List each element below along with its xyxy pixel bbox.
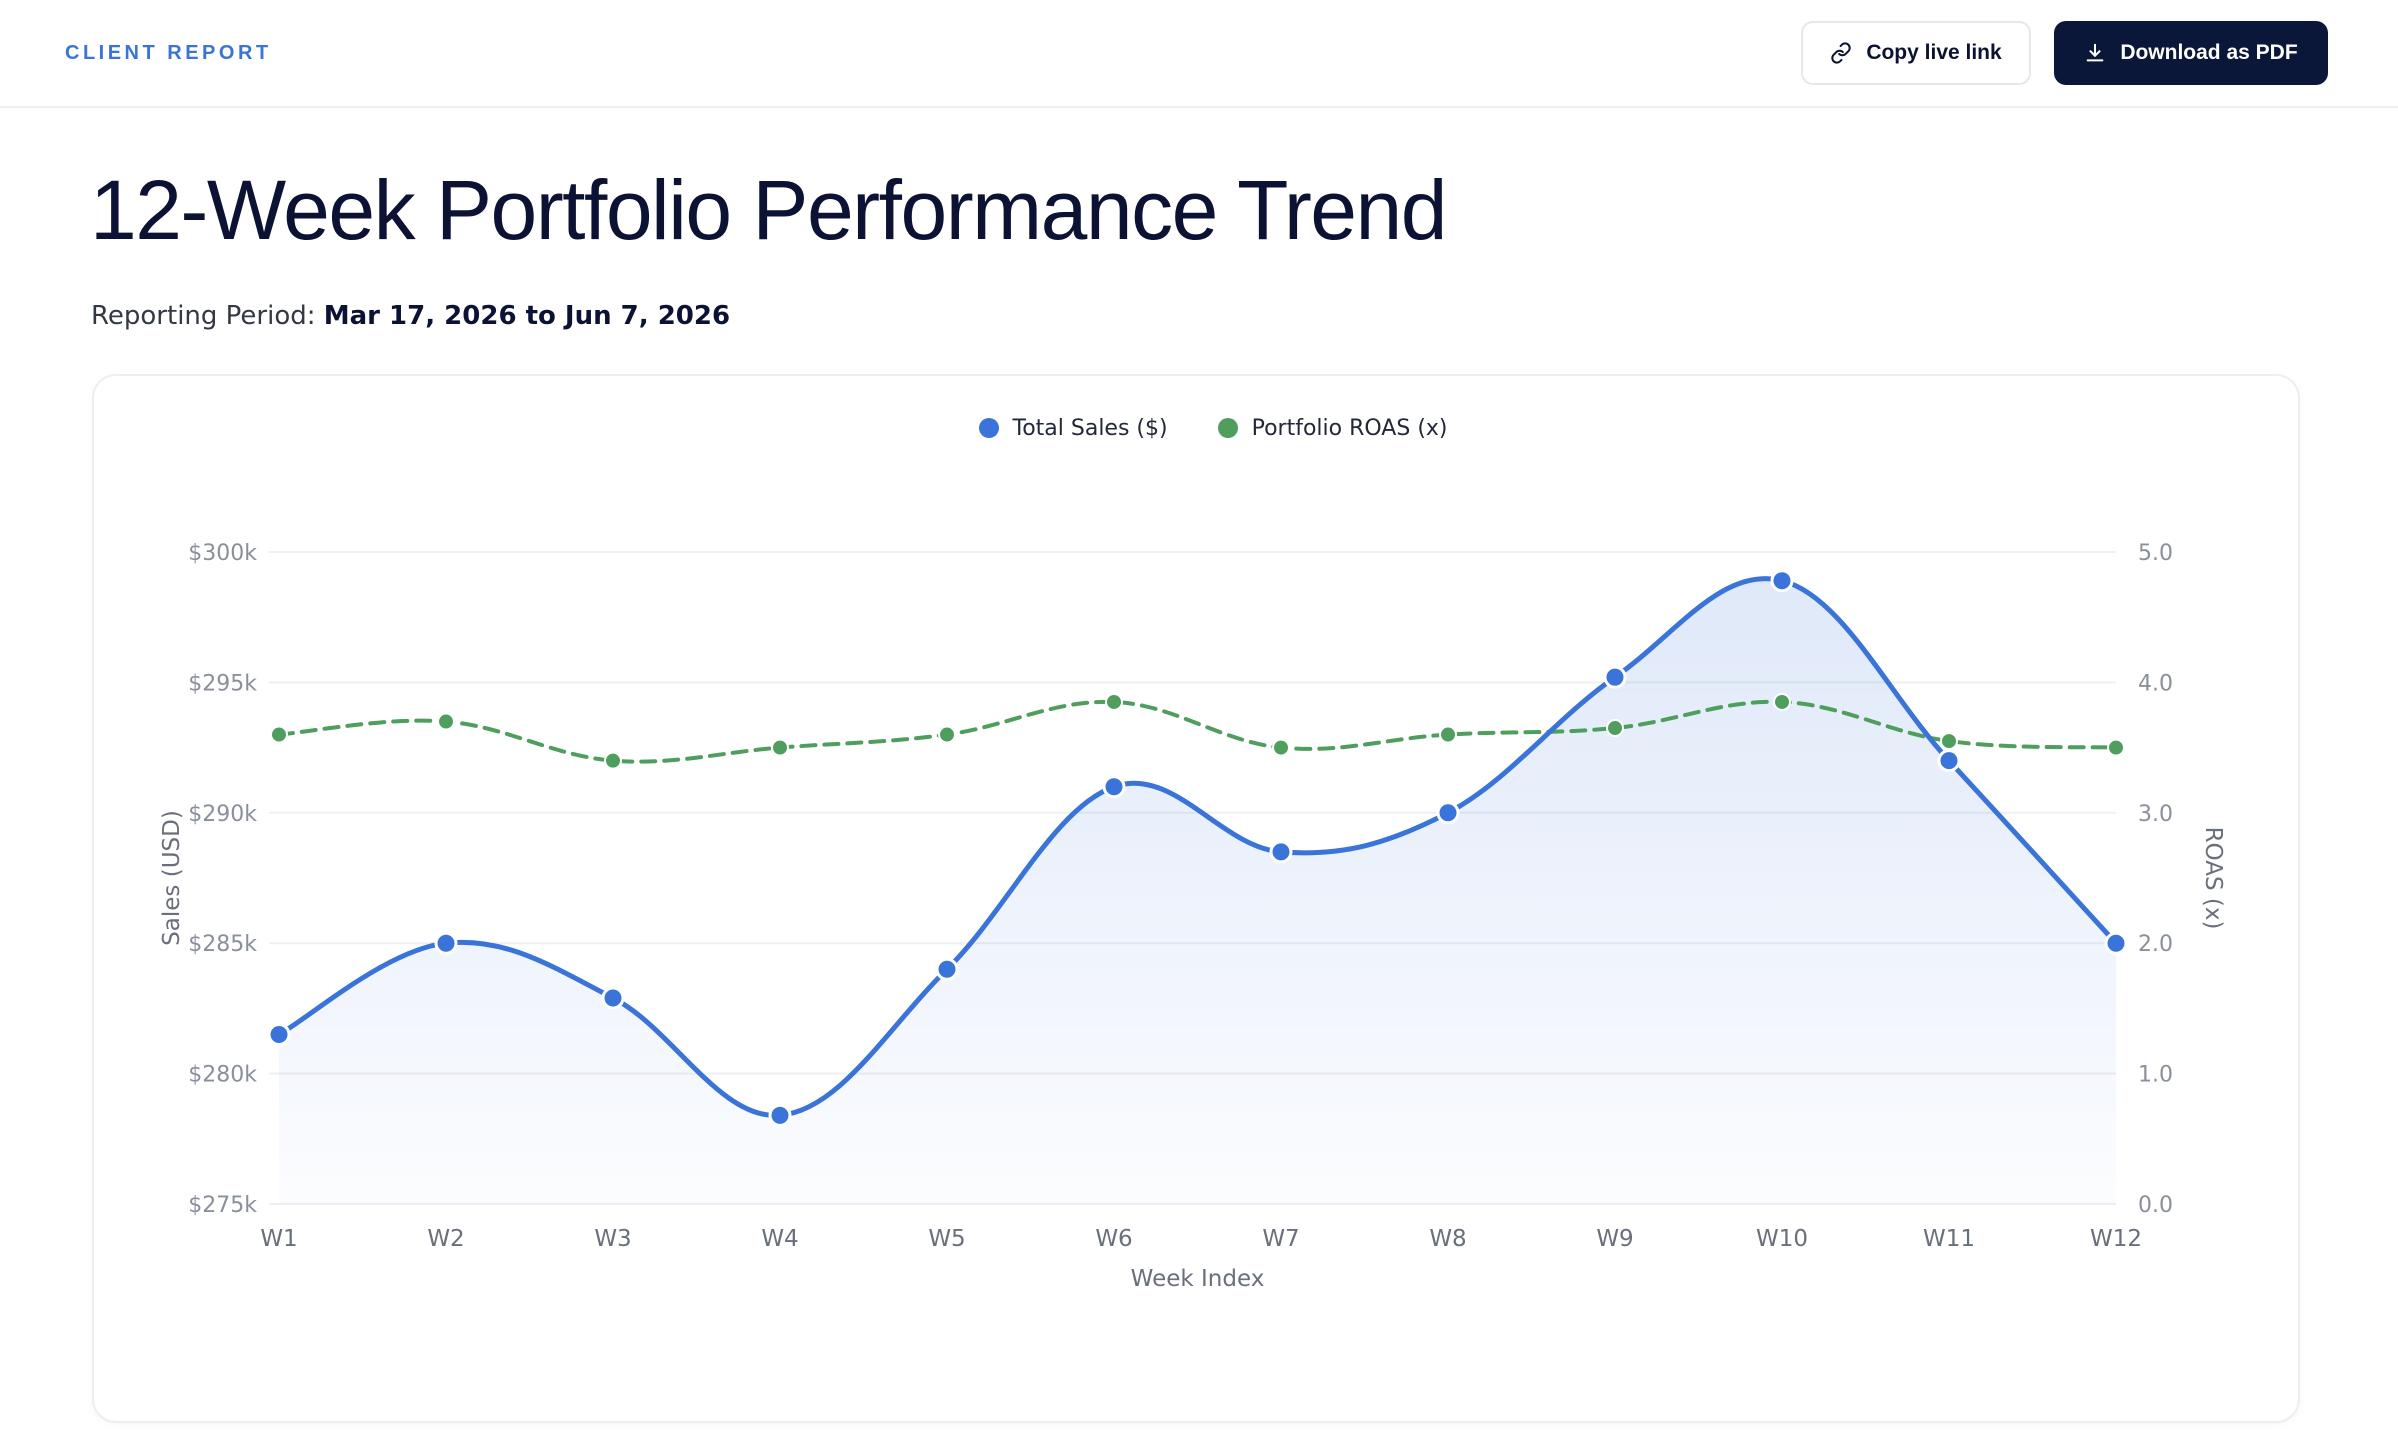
roas-point[interactable] [771, 738, 789, 757]
sales-point[interactable] [267, 1022, 291, 1046]
y-tick-label: $275k [188, 1193, 257, 1218]
y2-tick-label: 1.0 [2138, 1063, 2173, 1088]
y2-tick-label: 5.0 [2138, 541, 2173, 566]
top-bar: CLIENT REPORT Copy live link Download as… [0, 0, 2398, 108]
x-tick-label: W9 [1596, 1226, 1633, 1252]
sales-point[interactable] [601, 986, 625, 1010]
x-tick-label: W11 [1923, 1226, 1975, 1252]
roas-point[interactable] [604, 751, 622, 770]
roas-point[interactable] [938, 725, 956, 744]
y-tick-label: $290k [188, 802, 257, 827]
legend-marker-roas [1217, 418, 1238, 438]
roas-point[interactable] [270, 725, 288, 744]
sales-point[interactable] [1269, 840, 1293, 864]
roas-point[interactable] [437, 712, 455, 731]
sales-point[interactable] [1603, 665, 1627, 689]
chart-plot: $275k 0.0 $280k 1.0 $285k 2.0 $290k 3.0 $295k 4.0… [159, 541, 2226, 1292]
axis-labels: $275k 0.0 $280k 1.0 $285k 2.0 $290k 3.0 $295k 4.0… [159, 541, 2226, 1292]
y2-tick-label: 3.0 [2138, 802, 2173, 827]
download-icon [2084, 42, 2106, 64]
y-axis-title: Sales (USD) [159, 810, 185, 946]
download-pdf-label: Download as PDF [2120, 41, 2298, 64]
sales-point[interactable] [1102, 775, 1126, 799]
roas-point[interactable] [1606, 719, 1624, 738]
y-tick-label: $300k [188, 541, 257, 566]
sales-point[interactable] [768, 1103, 792, 1127]
legend-item-sales[interactable]: Total Sales ($) [978, 410, 1168, 446]
legend-label-roas: Portfolio ROAS (x) [1251, 415, 1448, 441]
x-tick-label: W5 [928, 1226, 965, 1252]
legend-label-sales: Total Sales ($) [1012, 415, 1168, 441]
page-title: 12-Week Portfolio Performance Trend [90, 163, 1447, 257]
y2-tick-label: 2.0 [2138, 932, 2173, 957]
roas-point[interactable] [1272, 738, 1290, 757]
legend-marker-sales [978, 418, 999, 438]
x-tick-label: W12 [2090, 1226, 2142, 1252]
roas-point[interactable] [1773, 692, 1791, 711]
sales-point[interactable] [935, 957, 959, 981]
x-tick-label: W6 [1095, 1226, 1132, 1252]
sales-point[interactable] [1770, 569, 1794, 593]
sales-point[interactable] [1436, 801, 1460, 825]
y-tick-label: $280k [188, 1063, 257, 1088]
brand-label: CLIENT REPORT [65, 42, 272, 64]
chart-legend: Total Sales ($) Portfolio ROAS (x) [94, 376, 2302, 446]
roas-point[interactable] [1105, 692, 1123, 711]
roas-series-line [277, 699, 2118, 764]
x-tick-label: W7 [1262, 1226, 1299, 1252]
x-axis-title: Week Index [1131, 1266, 1265, 1292]
x-tick-label: W1 [260, 1226, 297, 1252]
x-tick-label: W2 [427, 1226, 464, 1252]
x-tick-label: W4 [761, 1226, 798, 1252]
sales-area [279, 578, 2116, 1204]
reporting-period-value: Mar 17, 2026 to Jun 7, 2026 [323, 301, 731, 331]
download-pdf-button[interactable]: Download as PDF [2054, 21, 2328, 85]
y2-tick-label: 4.0 [2138, 671, 2173, 696]
copy-live-link-button[interactable]: Copy live link [1801, 21, 2031, 85]
y-tick-label: $285k [188, 932, 257, 957]
chart-card: Total Sales ($) Portfolio ROAS (x) $275k… [92, 374, 2300, 1423]
reporting-period-label: Reporting Period: [91, 301, 316, 331]
x-tick-label: W3 [594, 1226, 631, 1252]
series-points [267, 569, 2128, 1127]
copy-live-link-label: Copy live link [1866, 41, 2002, 64]
link-icon [1830, 42, 1852, 64]
y2-axis-title: ROAS (x) [2200, 827, 2226, 930]
sales-point[interactable] [434, 931, 458, 955]
roas-point[interactable] [2107, 738, 2125, 757]
y2-tick-label: 0.0 [2138, 1193, 2173, 1218]
sales-point[interactable] [2104, 931, 2128, 955]
sales-point[interactable] [1937, 749, 1961, 773]
legend-item-roas[interactable]: Portfolio ROAS (x) [1217, 410, 1448, 446]
x-tick-label: W10 [1756, 1226, 1808, 1252]
sales-area-fill [279, 578, 2116, 1204]
y-tick-label: $295k [188, 671, 257, 696]
x-tick-label: W8 [1429, 1226, 1466, 1252]
roas-point[interactable] [1439, 725, 1457, 744]
roas-point[interactable] [1940, 732, 1958, 751]
reporting-period: Reporting Period: Mar 17, 2026 to Jun 7,… [91, 301, 730, 331]
